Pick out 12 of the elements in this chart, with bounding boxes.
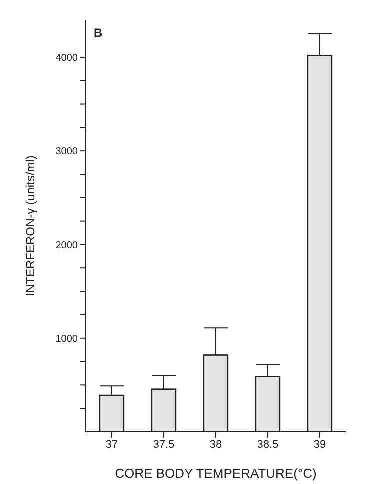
y-axis-title: INTERFERON-γ (units/ml) [23, 156, 38, 296]
y-tick-label: 4000 [56, 53, 78, 64]
x-tick-label: 39 [314, 438, 326, 451]
y-tick-label: 2000 [56, 240, 78, 252]
x-axis-title: CORE BODY TEMPERATURE(°C) [115, 466, 317, 481]
x-tick-label: 38.5 [257, 438, 279, 451]
y-tick-label: 1000 [56, 334, 78, 345]
x-tick-label: 37.5 [153, 438, 175, 451]
x-tick-label: 37 [106, 438, 118, 451]
x-tick-label: 38 [210, 438, 222, 451]
y-tick-label: 3000 [56, 146, 78, 158]
annotation: B [94, 26, 103, 40]
